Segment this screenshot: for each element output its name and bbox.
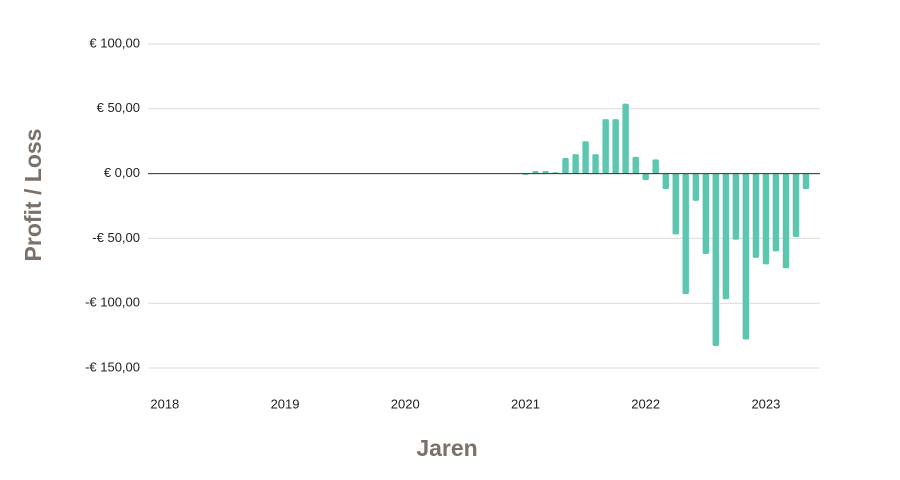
x-tick-label: 2023 xyxy=(751,396,780,411)
bar xyxy=(542,171,549,174)
bar xyxy=(712,173,719,346)
y-tick-label: -€ 100,00 xyxy=(85,295,140,310)
x-tick-label: 2019 xyxy=(271,396,300,411)
y-tick-label: -€ 150,00 xyxy=(85,359,140,374)
bar xyxy=(752,173,760,258)
y-axis-title: Profit / Loss xyxy=(20,129,46,262)
bar xyxy=(782,173,790,269)
bar xyxy=(732,173,740,240)
bar xyxy=(642,173,649,181)
bar xyxy=(622,103,629,174)
bar xyxy=(792,173,800,238)
x-tick-label: 2021 xyxy=(511,396,540,411)
bar xyxy=(692,173,700,201)
bar xyxy=(652,159,659,174)
y-tick-label: € 0,00 xyxy=(104,165,140,180)
y-tick-label: -€ 50,00 xyxy=(92,230,140,245)
bar xyxy=(582,141,589,174)
bar xyxy=(572,154,579,174)
bar xyxy=(532,171,539,174)
x-tick-label: 2022 xyxy=(631,396,660,411)
bar xyxy=(602,119,609,174)
bar xyxy=(802,173,810,190)
x-tick-label: 2020 xyxy=(391,396,420,411)
x-tick-label: 2018 xyxy=(150,396,179,411)
x-axis-title: Jaren xyxy=(416,435,477,461)
bar xyxy=(722,173,730,300)
bar xyxy=(662,173,669,190)
bar xyxy=(592,154,599,174)
bar xyxy=(632,156,639,174)
y-tick-label: € 50,00 xyxy=(97,100,140,115)
bar xyxy=(702,173,709,254)
bar xyxy=(762,173,770,265)
bar xyxy=(742,173,750,340)
bar xyxy=(772,173,780,252)
bar xyxy=(562,158,569,174)
bar xyxy=(672,173,679,235)
y-tick-label: € 100,00 xyxy=(89,35,140,50)
bar xyxy=(612,119,619,174)
bar xyxy=(682,173,689,295)
